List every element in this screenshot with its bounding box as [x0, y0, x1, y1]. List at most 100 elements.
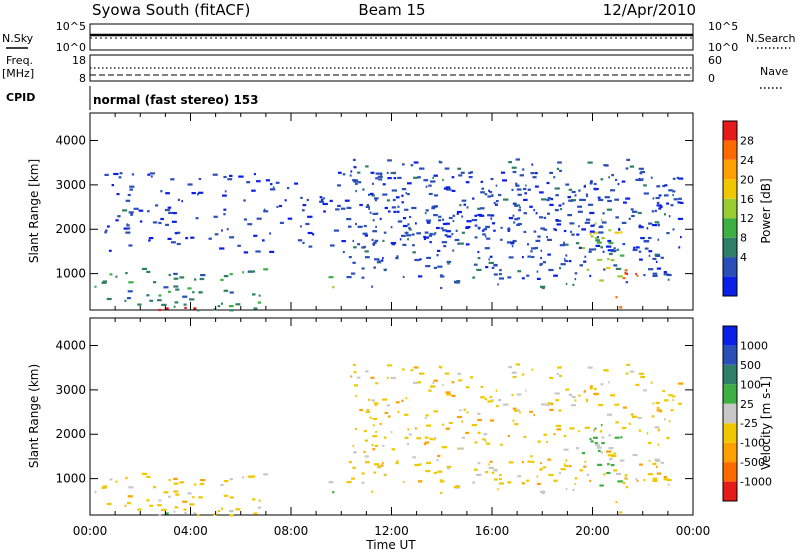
power-echo-cell: [606, 266, 611, 270]
power-echo-cell: [157, 299, 162, 302]
velocity-echo-cell: [372, 448, 376, 451]
power-echo-cell: [396, 255, 399, 258]
power-echo-cell: [323, 210, 326, 213]
velocity-echo-cell: [457, 372, 462, 375]
power-echo-cell: [534, 185, 539, 188]
power-echo-cell: [160, 217, 164, 221]
velocity-echo-cell: [410, 369, 414, 372]
power-echo-cell: [565, 282, 568, 285]
power-colorbar: 28 24 20 16 12 8 4: [722, 120, 754, 297]
power-echo-cell: [593, 224, 595, 227]
power-echo-cell: [553, 228, 556, 231]
power-echo-cell: [374, 239, 379, 242]
power-echo-cell: [492, 222, 496, 225]
power-echo-cell: [536, 270, 539, 273]
power-echo-cell: [404, 231, 409, 234]
power-echo-cell: [106, 225, 110, 228]
power-echo-cell: [652, 272, 658, 275]
power-echo-cell: [425, 209, 429, 212]
power-echo-cell: [608, 176, 610, 179]
velocity-echo-cell: [652, 477, 658, 480]
velocity-echo-cell: [354, 384, 359, 387]
power-echo-cell: [106, 297, 112, 301]
velocity-echo-cell: [539, 468, 543, 471]
power-echo-cell: [411, 233, 415, 236]
velocity-echo-cell: [146, 499, 150, 502]
power-echo-cell: [187, 183, 193, 186]
power-echo-cell: [597, 258, 603, 261]
velocity-echo-cell: [579, 469, 583, 472]
power-echo-cell: [387, 177, 392, 180]
velocity-echo-cell: [390, 431, 393, 434]
power-echo-cell: [168, 273, 171, 277]
power-echo-cell: [376, 212, 379, 215]
power-echo-cell: [377, 175, 383, 178]
velocity-echo-cell: [220, 483, 224, 486]
power-echo-cell: [583, 185, 586, 188]
power-echo-cell: [451, 189, 456, 192]
velocity-echo-cell: [372, 424, 375, 427]
power-echo-cell: [415, 222, 417, 225]
velocity-colorbar-tick: 25: [740, 398, 754, 411]
velocity-echo-cell: [603, 369, 608, 372]
power-echo-cell: [390, 171, 396, 175]
velocity-echo-cell: [638, 429, 641, 432]
velocity-echo-cell: [229, 510, 234, 513]
power-echo-cell: [511, 166, 517, 169]
power-echo-cell: [457, 242, 460, 245]
power-echo-cell: [174, 301, 179, 304]
power-echo-cell: [200, 274, 206, 277]
power-echo-cell: [652, 257, 657, 260]
velocity-echo-cell: [465, 431, 469, 434]
power-ytick-label: 2000: [55, 222, 86, 236]
power-echo-cell: [588, 248, 595, 251]
power-echo-cell: [660, 205, 663, 208]
velocity-echo-cell: [415, 427, 417, 430]
velocity-echo-cell: [637, 416, 642, 420]
velocity-echo-cell: [656, 409, 662, 412]
power-echo-cell: [357, 243, 361, 246]
power-echo-cell: [300, 196, 303, 199]
velocity-echo-cell: [519, 411, 521, 414]
power-echo-cell: [668, 215, 671, 218]
power-echo-cell: [512, 170, 517, 174]
power-echo-cell: [146, 270, 151, 273]
velocity-echo-cell: [363, 450, 366, 453]
power-echo-cell: [275, 181, 280, 184]
velocity-echo-cell: [371, 443, 374, 446]
power-echo-cell: [425, 265, 431, 268]
power-echo-cell: [497, 283, 499, 286]
velocity-echo-cell: [101, 486, 107, 489]
velocity-echo-cell: [109, 478, 113, 481]
power-echo-cell: [177, 198, 180, 201]
power-echo-cell: [598, 231, 603, 234]
power-echo-cell: [532, 176, 537, 179]
power-echo-cell: [407, 223, 410, 226]
power-echo-cell: [139, 220, 143, 223]
power-echo-cell: [438, 219, 442, 222]
power-echo-cell: [294, 182, 299, 185]
velocity-echo-cell: [174, 506, 179, 509]
power-echo-cell: [670, 204, 674, 207]
power-echo-cell: [639, 258, 643, 261]
velocity-echo-cell: [194, 483, 197, 486]
velocity-echo-cell: [599, 484, 604, 487]
power-echo-cell: [380, 259, 384, 262]
power-panel: 1000 2000 3000 4000 Slant Range [km] 28 24 20…: [27, 112, 773, 312]
velocity-echo-cell: [444, 372, 450, 375]
velocity-echo-cell: [466, 411, 469, 414]
velocity-echo-cell: [625, 372, 629, 375]
power-echo-cell: [437, 249, 441, 252]
power-echo-cell: [447, 262, 450, 265]
power-echo-cell: [354, 182, 358, 185]
power-echo-cell: [556, 167, 560, 170]
power-echo-cell: [637, 211, 642, 215]
power-echo-cell: [372, 230, 378, 233]
velocity-echo-cell: [572, 488, 575, 491]
velocity-echo-cell: [485, 471, 489, 474]
power-echo-cell: [418, 275, 423, 278]
velocity-echo-cell: [328, 481, 334, 484]
power-echo-cell: [365, 256, 370, 259]
power-echo-cell: [319, 200, 324, 203]
power-echo-cell: [428, 184, 432, 187]
